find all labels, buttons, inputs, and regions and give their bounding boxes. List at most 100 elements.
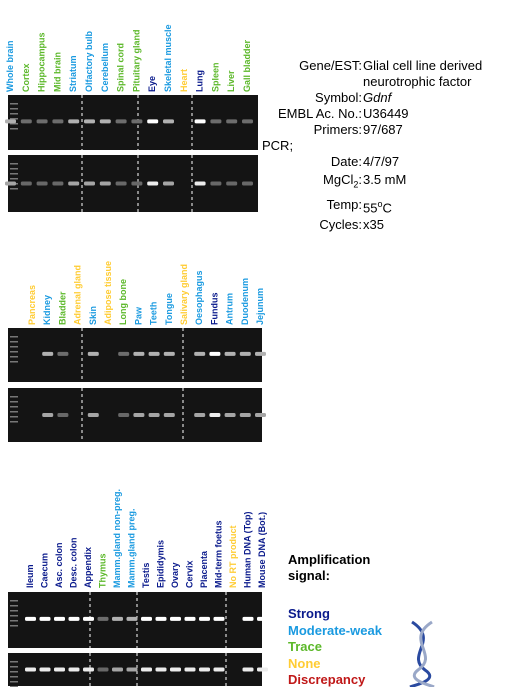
lane-label: Ileum (25, 564, 35, 588)
band (52, 181, 64, 186)
band (257, 616, 268, 621)
label: Date: (330, 154, 362, 169)
lane-label: Placenta (199, 550, 209, 588)
band (57, 351, 69, 356)
ladder-band (10, 341, 18, 343)
lane-label: Cervix (185, 560, 195, 588)
band (87, 351, 99, 356)
band (118, 351, 130, 356)
ladder-band (10, 103, 18, 105)
band (210, 181, 222, 186)
ladder-band (10, 361, 18, 363)
value: Gdnf (363, 90, 392, 105)
band (39, 616, 51, 621)
band (242, 667, 254, 672)
band (141, 616, 152, 621)
band (194, 181, 206, 186)
band (194, 351, 206, 356)
band (115, 181, 127, 186)
ladder-band (10, 661, 18, 663)
ladder-band (10, 118, 18, 120)
band (97, 667, 109, 672)
band (20, 119, 32, 124)
lane-label: Spleen (210, 62, 220, 92)
band (25, 667, 36, 672)
band (5, 181, 16, 186)
band (36, 119, 48, 124)
lane-label: Gall bladder (242, 39, 252, 92)
ladder-band (10, 351, 18, 353)
value: Glial cell line derived neurotrophic fac… (363, 58, 483, 89)
band (68, 616, 80, 621)
value: U36449 (363, 106, 409, 121)
label-text: MgCl (323, 172, 354, 187)
ladder-band (10, 411, 18, 413)
ladder-band (10, 178, 18, 180)
band (84, 119, 95, 124)
ladder-band (10, 123, 18, 125)
band (239, 413, 251, 417)
lane-label: Mamm.gland preg. (127, 508, 137, 588)
band (68, 181, 80, 186)
band (255, 351, 266, 356)
band (148, 413, 160, 417)
colon: : (358, 172, 362, 187)
band (224, 413, 236, 417)
band (99, 181, 111, 186)
lane-label: Mid brain (52, 52, 62, 92)
band (213, 616, 225, 621)
lane-label: Asc. colon (54, 542, 64, 588)
band (57, 413, 69, 417)
lane-label: Testis (141, 563, 151, 588)
band (54, 616, 65, 621)
lane-label: Lung (195, 70, 205, 92)
value: 4/7/97 (363, 154, 400, 169)
band (163, 413, 175, 417)
ladder-band (10, 416, 18, 418)
label: Primers: (313, 122, 362, 137)
ladder-band (10, 173, 18, 175)
ladder-band (10, 163, 18, 165)
lane-label: Skin (88, 306, 98, 325)
lane-label: Cerebellum (100, 43, 110, 92)
ladder-band (10, 168, 18, 170)
lane-label: Caecum (40, 553, 50, 588)
band (199, 667, 210, 672)
band (83, 667, 94, 672)
band (194, 119, 206, 124)
ladder-band (10, 676, 18, 678)
band (133, 413, 145, 417)
label: PCR; (262, 138, 294, 153)
label: Gene/EST: (299, 58, 362, 73)
band (68, 119, 80, 124)
lane-label: Pituitary gland (131, 29, 141, 92)
lane-label: Liver (226, 70, 236, 92)
band (213, 667, 225, 672)
band (155, 667, 167, 672)
lane-label: Desc. colon (69, 537, 79, 588)
lane-label: Jejunum (255, 288, 265, 325)
band (163, 351, 175, 356)
lane-label: Bladder (57, 291, 67, 325)
band (147, 119, 159, 124)
lane-label: Pancreas (27, 285, 37, 325)
band (210, 119, 222, 124)
lane-label: Duodenum (240, 278, 250, 325)
band (242, 119, 253, 124)
legend-title: Amplification signal: (288, 552, 371, 583)
lane-label: Olfactory bulb (84, 30, 94, 92)
lane-label: Mid-term foetus (214, 521, 224, 589)
lane-label: Ovary (170, 562, 180, 588)
legend-item: Moderate-weak (288, 622, 382, 638)
lane-label: Skeletal muscle (163, 24, 173, 92)
label: Temp: (326, 196, 362, 212)
lane-label: Appendix (83, 547, 93, 588)
ladder-band (10, 666, 18, 668)
lane-label: Epididymis (156, 540, 166, 588)
ladder-band (10, 605, 18, 607)
lane-label: No RT product (228, 526, 238, 589)
lane-label: Adrenal gland (73, 265, 83, 325)
ladder-band (10, 600, 18, 602)
ladder-band (10, 108, 18, 110)
